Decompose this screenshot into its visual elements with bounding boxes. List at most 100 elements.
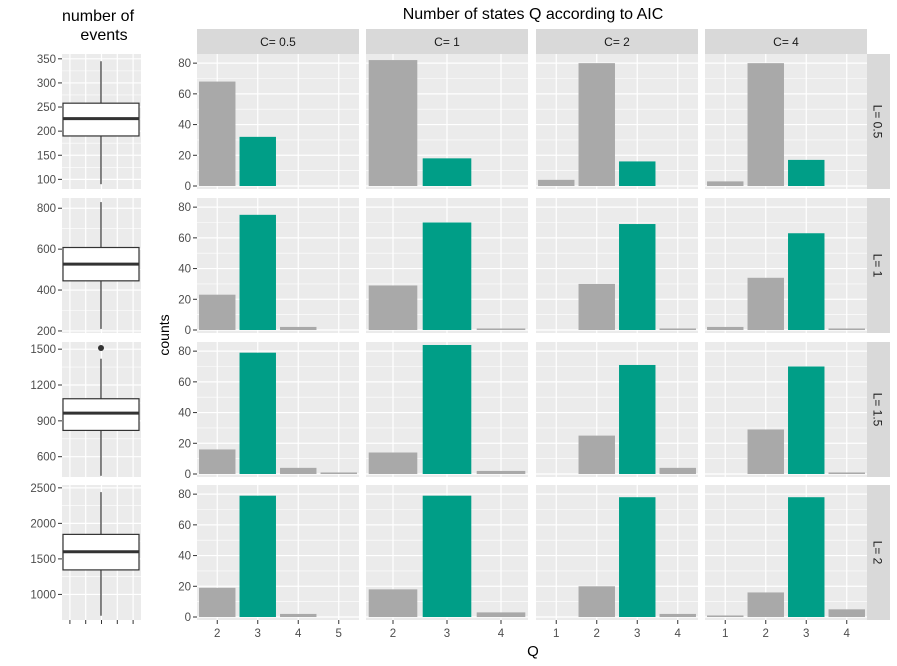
facet-panel [197,198,359,333]
panel-background [536,342,698,477]
y-tick-label: 60 [178,520,191,532]
x-tick-label: 5 [336,628,342,640]
x-tick-label: 3 [803,628,809,640]
boxplot-panel: 1000 1500 2000 2500 [30,483,141,620]
bar [619,161,656,186]
bar [199,81,236,186]
column-strip-label: C= 4 [773,35,799,49]
bar [280,326,317,330]
panel-background [536,485,698,620]
y-tick-label: 150 [37,150,56,162]
column-strip [705,29,867,55]
y-tick-label: 200 [37,126,56,138]
bar [239,495,276,617]
y-tick-label: 800 [37,203,56,215]
facet-panel [536,485,698,620]
y-tick-label: 60 [178,89,191,101]
bar [368,285,418,330]
panel-background [705,485,867,620]
y-tick-label: 80 [178,58,191,70]
y-tick-label: 2500 [30,483,56,495]
x-tick-label: 2 [594,628,600,640]
bar [659,328,696,330]
bar [538,179,575,186]
bar [239,136,276,186]
y-tick-label: 20 [178,438,191,450]
y-tick-label: 600 [37,452,56,464]
bar [368,60,418,187]
x-tick-label: 4 [844,628,851,640]
bar [578,63,615,187]
facet-panel [536,342,698,477]
y-tick-label: 2000 [30,518,56,530]
y-tick-label: 400 [37,285,56,297]
row-strip-label: L= 1.5 [871,393,885,427]
y-tick-label: 200 [37,326,56,338]
y-tick-label: 60 [178,377,191,389]
facet-panel [536,54,698,189]
y-tick-label: 20 [178,150,191,162]
y-tick-label: 80 [178,489,191,501]
bar [578,586,615,617]
boxplot-title-line-2: events [80,27,127,44]
x-tick-label: 2 [390,628,396,640]
bar [368,452,418,474]
panel-background [705,342,867,477]
bar [619,224,656,330]
y-tick-label: 40 [178,120,191,132]
facet-panel [197,54,359,189]
column-strip-label: C= 0.5 [260,35,296,49]
y-tick-label: 100 [37,174,56,186]
bar [747,592,784,617]
bar [476,612,526,617]
y-tick-label: 20 [178,294,191,306]
y-tick-label: 1000 [30,589,56,601]
x-tick-label: 3 [444,628,450,640]
bar [619,497,656,617]
bar [788,366,825,474]
x-tick-label: 3 [255,628,261,640]
bar [422,345,472,474]
y-axis-label: counts [156,314,172,355]
bar [199,449,236,474]
y-tick-label: 0 [185,181,191,193]
outlier-point [98,344,104,351]
bar [422,158,472,186]
boxplot-title-line-1: number of [62,8,135,25]
y-tick-label: 80 [178,346,191,358]
bar [476,470,526,474]
panel-background [536,198,698,333]
column-strip [366,29,528,55]
y-tick-label: 350 [37,54,56,66]
y-tick-label: 600 [37,244,56,256]
y-tick-label: 0 [185,612,191,624]
bar [578,435,615,474]
x-tick-label: 4 [295,628,302,640]
bar [368,589,418,617]
facet-panel [366,342,528,477]
row-strip [865,342,890,477]
bar [788,233,825,330]
y-tick-label: 40 [178,264,191,276]
y-tick-label: 1200 [30,380,56,392]
bar [422,495,472,617]
facet-panel [366,198,528,333]
bar [659,467,696,474]
bar [659,613,696,617]
bar [828,328,865,330]
y-tick-label: 300 [37,78,56,90]
panel-background [536,54,698,189]
x-tick-label: 2 [763,628,769,640]
bar [320,472,357,474]
bar [707,181,744,186]
y-tick-label: 60 [178,233,191,245]
row-strip-label: L= 2 [871,541,885,565]
y-tick-label: 1500 [30,344,56,356]
bar [707,615,744,617]
bar [747,429,784,474]
bar [239,214,276,330]
bar [280,467,317,474]
y-tick-label: 900 [37,416,56,428]
x-tick-label: 1 [553,628,559,640]
